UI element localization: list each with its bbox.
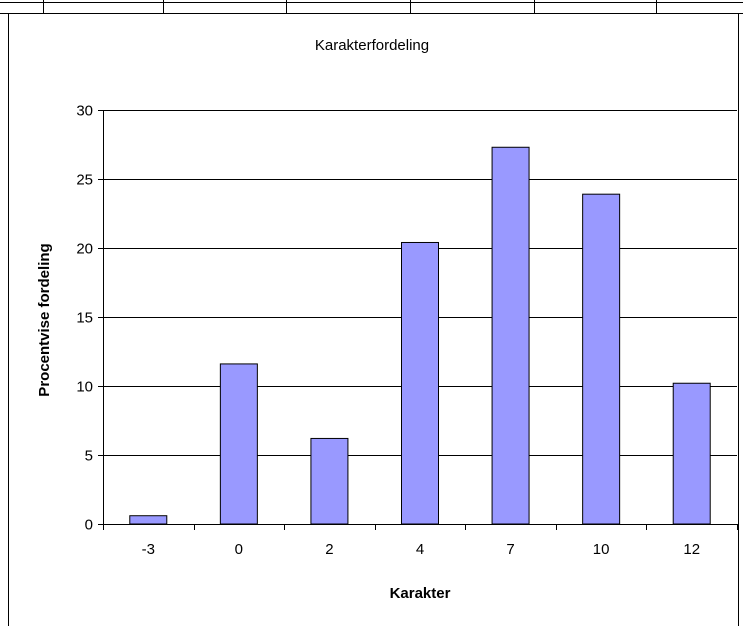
x-tick-label: 4 [416, 541, 424, 558]
y-tick-label: 15 [76, 310, 93, 327]
x-tick-label: 7 [506, 541, 514, 558]
x-tick-label: 0 [235, 541, 243, 558]
bar-0 [219, 363, 258, 525]
bar-12 [672, 382, 711, 525]
y-tick-label: 10 [76, 379, 93, 396]
y-tick-label: 30 [76, 103, 93, 120]
x-axis-title: Karakter [390, 585, 451, 602]
axes [98, 110, 738, 530]
y-tick-label: 0 [85, 517, 93, 534]
bar-10 [582, 193, 621, 525]
y-tick-label: 25 [76, 172, 93, 189]
x-tick-label: 10 [593, 541, 610, 558]
bars [129, 146, 711, 525]
chart-frame [8, 14, 739, 626]
bar-4 [401, 241, 439, 525]
y-tick-label: 5 [85, 448, 93, 465]
x-tick-label: -3 [142, 541, 155, 558]
x-tick-labels: -3 0 2 4 7 10 12 [142, 541, 700, 558]
top-cell-borders [0, 0, 743, 14]
y-tick-label: 20 [76, 241, 93, 258]
bar-2 [310, 437, 349, 525]
x-tick-label: 2 [325, 541, 333, 558]
y-axis-title: Procentvise fordeling [36, 243, 53, 396]
chart-title: Karakterfordeling [315, 37, 429, 54]
bar--3 [129, 515, 168, 525]
y-tick-labels: 0 5 10 15 20 25 30 [76, 103, 93, 534]
bar-7 [491, 146, 530, 525]
x-tick-label: 12 [683, 541, 700, 558]
